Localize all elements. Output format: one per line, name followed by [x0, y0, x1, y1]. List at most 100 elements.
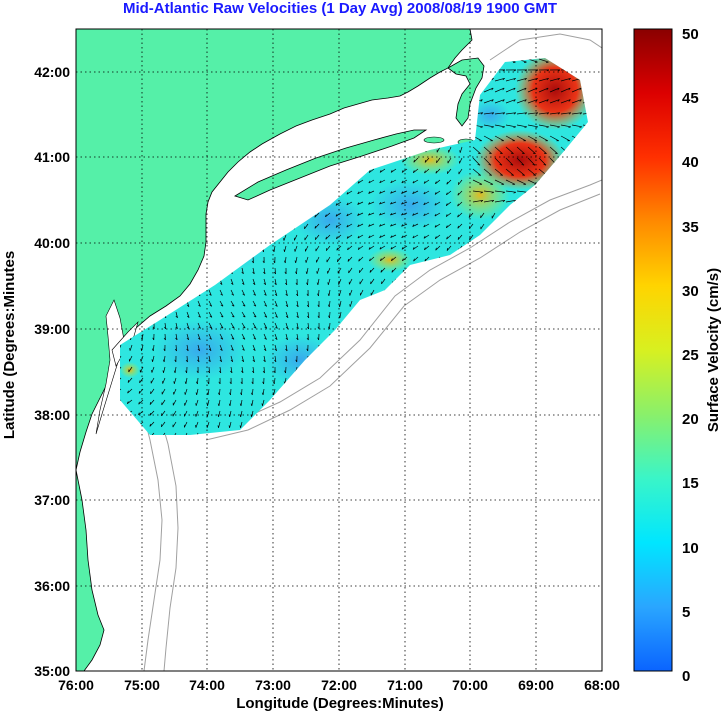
velocity-arrow [206, 410, 210, 417]
velocity-arrow [390, 212, 397, 216]
velocity-arrow [346, 201, 353, 206]
velocity-arrow [296, 333, 299, 340]
velocity-arrow [263, 344, 267, 351]
velocity-arrow [346, 234, 353, 239]
colorbar-tick-label: 10 [682, 540, 699, 557]
velocity-arrow [139, 366, 144, 373]
velocity-arrow [294, 234, 298, 241]
velocity-arrow-head [379, 212, 382, 216]
velocity-arrow [241, 388, 243, 396]
velocity-arrow-head [435, 181, 437, 184]
velocity-arrow [412, 245, 419, 250]
velocity-arrow-head [391, 269, 393, 273]
velocity-arrow-head [231, 326, 235, 329]
velocity-arrow [538, 135, 548, 142]
velocity-arrow [390, 223, 397, 227]
velocity-arrow-head [317, 304, 320, 308]
velocity-arrow [120, 377, 122, 383]
velocity-arrow [516, 112, 527, 115]
velocity-arrow [208, 300, 213, 307]
velocity-arrow-head [457, 214, 459, 218]
velocity-arrow-head [502, 69, 506, 72]
velocity-arrow-head [336, 247, 338, 251]
velocity-arrow-head [140, 348, 142, 351]
velocity-arrow [505, 135, 515, 142]
y-tick-label: 39:00 [34, 321, 70, 337]
velocity-arrow-head [546, 126, 549, 128]
velocity-arrow [241, 333, 246, 340]
velocity-arrow-head [502, 191, 506, 194]
velocity-arrow [174, 366, 177, 373]
velocity-arrow [381, 278, 386, 285]
velocity-arrow-head [196, 381, 198, 385]
velocity-arrow-head [208, 348, 212, 351]
velocity-arrow [175, 333, 178, 340]
velocity-arrow [296, 300, 299, 307]
velocity-arrow-head [239, 425, 241, 428]
velocity-arrow [483, 179, 494, 185]
velocity-arrow [229, 421, 232, 428]
colorbar-label: Surface Velocity (cm/s) [705, 268, 722, 432]
velocity-arrow [516, 99, 527, 104]
velocity-arrow [150, 377, 155, 384]
velocity-arrow-head [184, 392, 186, 395]
velocity-arrow-head [488, 152, 492, 154]
velocity-arrow-head [264, 315, 267, 318]
velocity-arrow [357, 212, 364, 216]
velocity-arrow-head [401, 170, 404, 173]
velocity-arrow-head [208, 359, 211, 363]
velocity-arrow-head [446, 248, 448, 251]
velocity-arrow-head [335, 225, 338, 228]
velocity-arrow-head [424, 247, 426, 250]
velocity-arrow-head [307, 315, 310, 319]
velocity-arrow [448, 146, 452, 153]
velocity-arrow [370, 289, 375, 296]
x-tick-label: 72:00 [321, 677, 357, 693]
velocity-arrow [129, 355, 133, 362]
velocity-arrow-head [273, 260, 276, 264]
velocity-arrow-head [499, 152, 503, 154]
velocity-arrow [472, 168, 481, 176]
velocity-arrow [424, 256, 430, 262]
velocity-arrow [274, 267, 276, 275]
velocity-arrow-head [163, 348, 166, 352]
velocity-arrow-head [535, 61, 538, 63]
velocity-arrow [184, 410, 188, 417]
velocity-arrow [218, 421, 221, 428]
velocity-arrow-head [262, 370, 265, 374]
velocity-arrow [285, 289, 288, 296]
x-tick-label: 69:00 [518, 677, 554, 693]
velocity-arrow [472, 146, 481, 154]
velocity-arrow-head [273, 381, 275, 385]
velocity-arrow-head [305, 260, 307, 263]
velocity-arrow-head [546, 112, 550, 115]
velocity-arrow [219, 333, 224, 340]
velocity-arrow [175, 311, 178, 318]
velocity-arrow [150, 388, 155, 395]
velocity-arrow-head [423, 181, 426, 184]
velocity-arrow [149, 399, 155, 405]
velocity-arrow [494, 112, 505, 115]
y-tick-label: 38:00 [34, 407, 70, 423]
velocity-arrow [505, 179, 516, 185]
velocity-arrow-head [316, 271, 318, 274]
velocity-arrow [141, 333, 144, 340]
velocity-arrow-head [263, 282, 266, 285]
velocity-arrow [339, 300, 342, 307]
velocity-arrow-head [306, 337, 309, 341]
velocity-arrow [413, 256, 419, 262]
velocity-arrow-head [253, 304, 257, 307]
velocity-arrow [161, 432, 166, 435]
velocity-arrow [412, 179, 419, 184]
velocity-arrow [379, 212, 386, 216]
velocity-arrow [208, 366, 210, 374]
velocity-arrow-head [357, 202, 360, 205]
velocity-arrow-head [219, 282, 223, 285]
velocity-arrow-head [457, 203, 459, 207]
velocity-arrow [120, 388, 122, 393]
velocity-arrow-head [390, 201, 393, 205]
velocity-arrow [173, 377, 177, 384]
velocity-arrow [368, 245, 375, 250]
x-tick-label: 76:00 [58, 677, 94, 693]
velocity-arrow [120, 355, 122, 362]
